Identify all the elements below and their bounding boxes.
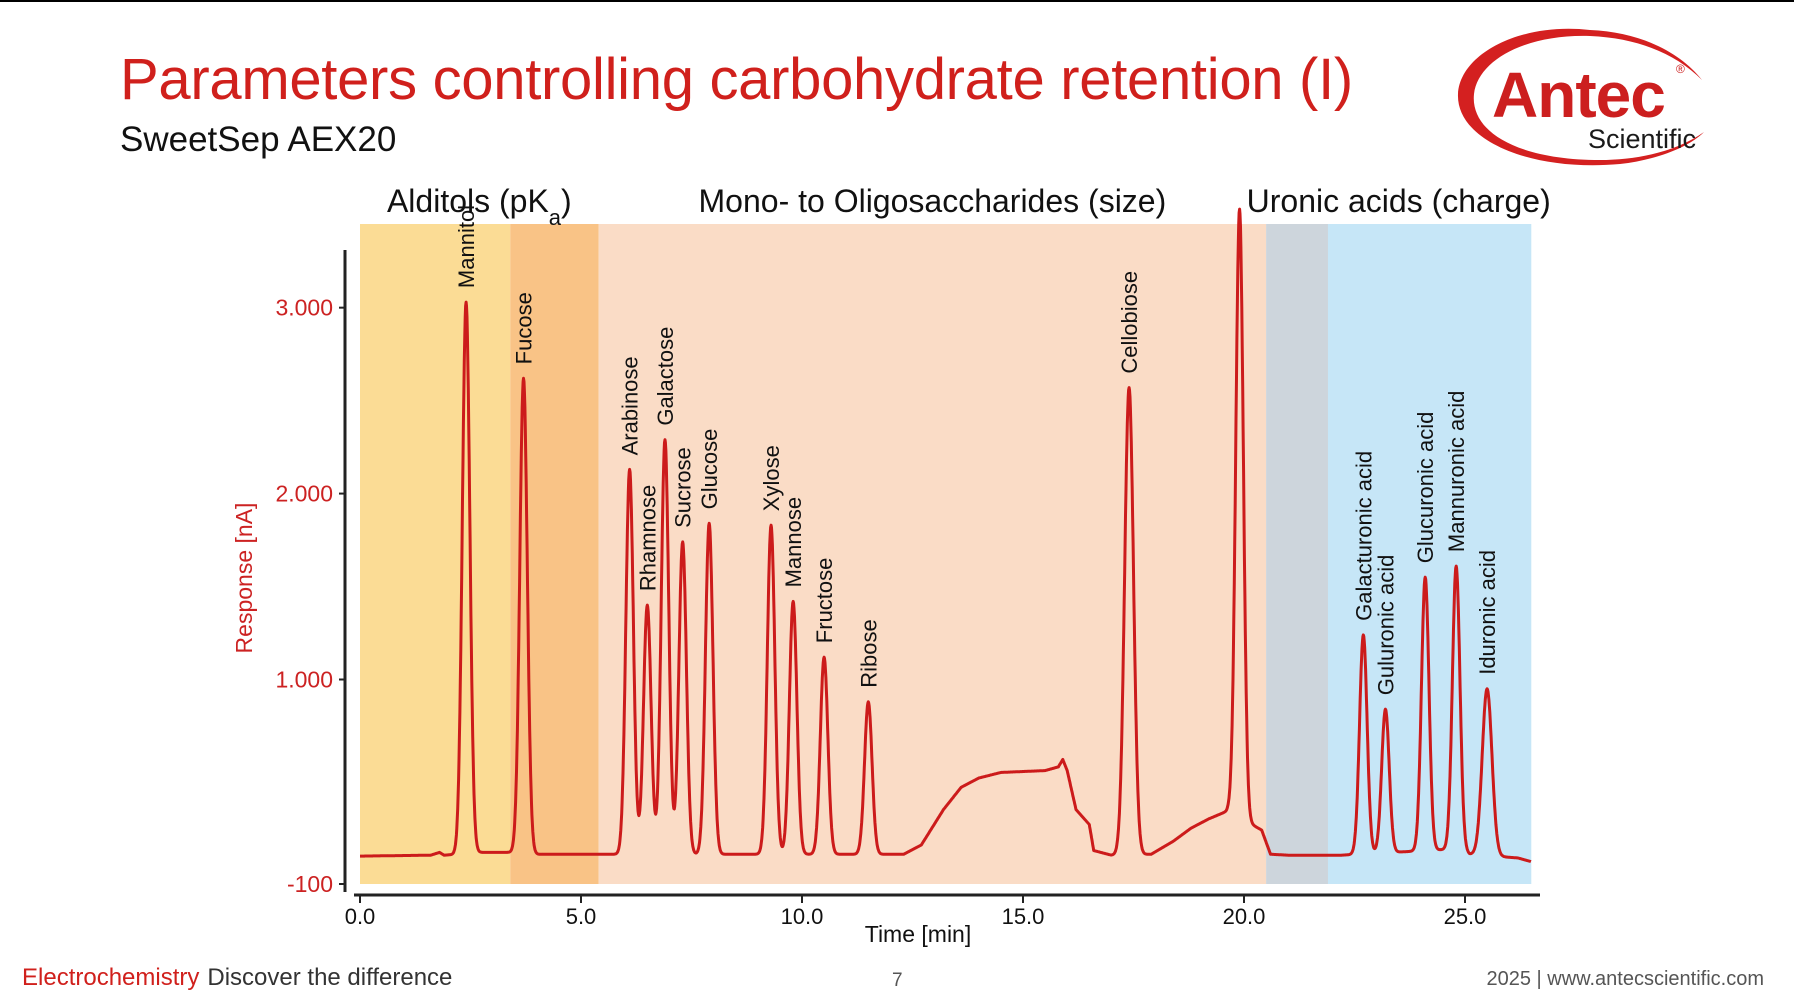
peak-label: Galacturonic acid (1351, 451, 1376, 621)
logo-word: Antec (1492, 59, 1666, 131)
x-axis-title: Time [min] (865, 921, 972, 947)
region-label-2: Uronic acids (charge) (1247, 183, 1551, 219)
footer-slogan: Discover the difference (207, 964, 453, 991)
x-tick-label: 0.0 (345, 904, 376, 929)
peak-label: Cellobiose (1117, 271, 1142, 374)
x-tick-label: 15.0 (1002, 904, 1045, 929)
antec-logo: Antec ® Scientific (1440, 14, 1720, 174)
peak-label: Rhamnose (635, 485, 660, 591)
peak-label: Mannitol (454, 205, 479, 288)
peak-label: Arabinose (618, 356, 643, 455)
top-border (0, 0, 1794, 2)
x-tick-label: 10.0 (781, 904, 824, 929)
peak-label: Glucose (697, 429, 722, 510)
y-tick-label: -100 (287, 871, 333, 897)
y-tick-label: 1.000 (275, 666, 333, 692)
region-band-2 (598, 224, 1267, 884)
x-tick-label: 20.0 (1223, 904, 1266, 929)
region-band-3 (1266, 224, 1328, 884)
peak-label: Fucose (512, 292, 537, 364)
peak-label: Ribose (856, 619, 881, 687)
y-tick-label: 3.000 (275, 295, 333, 321)
region-band-4 (1327, 224, 1532, 884)
peak-label: Iduronic acid (1475, 550, 1500, 675)
slide-subtitle: SweetSep AEX20 (120, 120, 397, 159)
page-number: 7 (892, 970, 903, 991)
peak-label: Sucrose (671, 447, 696, 528)
footer-brand: Electrochemistry (22, 964, 200, 991)
footer-tagline: Electrochemistry Discover the difference (22, 964, 452, 992)
y-axis-title: Response [nA] (231, 503, 257, 654)
footer-website: 2025 | www.antecscientific.com (1486, 968, 1764, 990)
peak-label: Fructose (812, 558, 837, 644)
region-label-1: Mono- to Oligosaccharides (size) (699, 183, 1167, 219)
peak-label: Glucuronic acid (1413, 412, 1438, 564)
peak-label: Mannose (781, 497, 806, 588)
peak-label: Xylose (759, 445, 784, 511)
logo-registered-icon: ® (1676, 62, 1685, 76)
y-tick-label: 2.000 (275, 481, 333, 507)
peak-label: Galactose (653, 327, 678, 426)
peak-label: Guluronic acid (1373, 555, 1398, 696)
region-label-0: Alditols (pKa) (387, 183, 572, 230)
slide-title: Parameters controlling carbohydrate rete… (120, 47, 1353, 112)
chromatogram-trace (358, 207, 1532, 863)
region-band-1 (510, 224, 599, 884)
logo-subtitle: Scientific (1588, 124, 1697, 154)
region-band-0 (360, 224, 511, 884)
x-tick-label: 25.0 (1444, 904, 1487, 929)
peak-label: Mannuronic acid (1444, 391, 1469, 552)
x-tick-label: 5.0 (566, 904, 597, 929)
